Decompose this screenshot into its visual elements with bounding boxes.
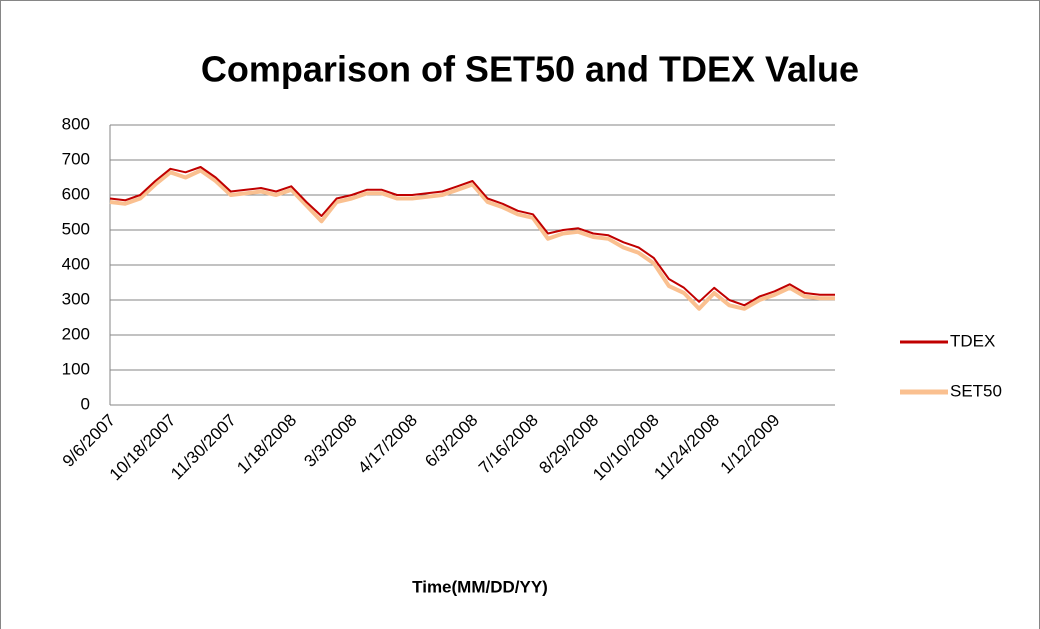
chart-title: Comparison of SET50 and TDEX Value xyxy=(201,49,859,90)
line-series xyxy=(109,166,835,307)
y-tick-label: 0 xyxy=(81,394,90,413)
y-tick-label: 100 xyxy=(62,359,90,378)
y-tick-label: 200 xyxy=(62,324,90,343)
x-axis-title: Time(MM/DD/YY) xyxy=(412,577,548,596)
y-tick-label: 800 xyxy=(62,114,90,133)
y-tick-label: 500 xyxy=(62,219,90,238)
y-tick-label: 300 xyxy=(62,289,90,308)
line-series xyxy=(109,168,835,311)
y-tick-label: 400 xyxy=(62,254,90,273)
y-tick-label: 700 xyxy=(62,149,90,168)
legend-label: SET50 xyxy=(950,381,1002,400)
y-tick-label: 600 xyxy=(62,184,90,203)
legend-label: TDEX xyxy=(950,331,995,350)
